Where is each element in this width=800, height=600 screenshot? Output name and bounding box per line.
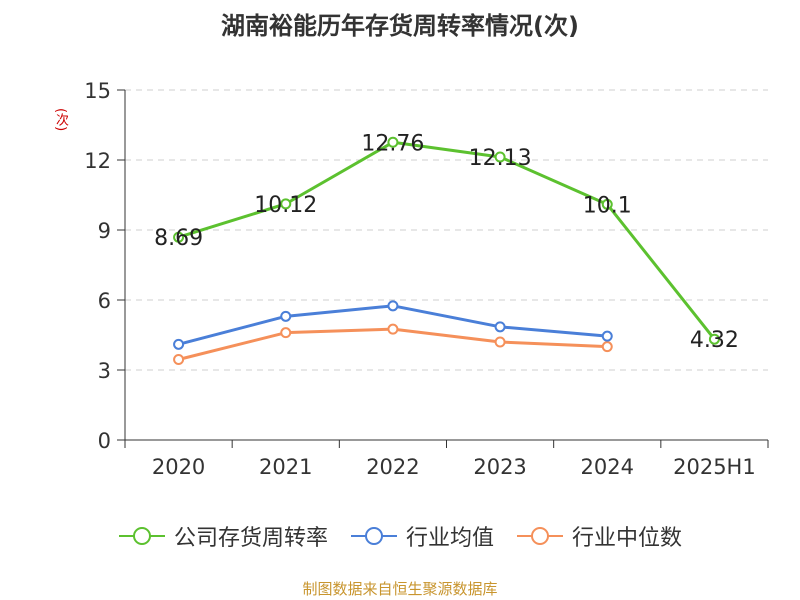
data-point — [173, 354, 185, 365]
data-point — [708, 333, 720, 345]
data-label: 10.12 — [254, 193, 317, 218]
x-tick-label: 2021 — [259, 455, 312, 479]
data-point — [173, 231, 185, 243]
legend-swatch-industry-mean — [350, 527, 397, 545]
data-source-note: 制图数据来自恒生聚源数据库 — [302, 580, 498, 598]
data-point — [601, 330, 613, 342]
x-tick-label: 2020 — [152, 455, 205, 479]
data-point — [387, 136, 399, 148]
data-point — [601, 198, 613, 210]
data-label: 8.69 — [154, 226, 203, 251]
y-tick-label: 12 — [84, 149, 111, 173]
data-point — [601, 341, 613, 353]
x-tick-label: 2024 — [581, 455, 634, 479]
y-tick-label: 9 — [98, 219, 111, 243]
chart-title: 湖南裕能历年存货周转率情况(次) — [221, 12, 579, 40]
data-labels: 8.69 10.12 12.76 12.13 10.1 4.32 — [154, 131, 739, 353]
y-tick-label: 6 — [98, 289, 111, 313]
grid-lines — [125, 89, 768, 371]
axes: 0 3 6 9 12 15 2020 2021 2022 2023 2024 2025H1 — [84, 79, 769, 479]
legend-label-industry-median: 行业中位数 — [572, 526, 683, 551]
data-point — [173, 338, 185, 350]
series-lines — [173, 136, 720, 365]
series-line — [178, 140, 716, 341]
data-point — [387, 300, 399, 312]
data-label: 12.76 — [361, 131, 424, 156]
y-axis-unit: (次) — [53, 108, 68, 132]
data-point — [280, 198, 292, 210]
legend-swatch-company — [118, 527, 165, 545]
y-tick-label: 0 — [98, 429, 111, 453]
legend-swatch-industry-median — [517, 527, 563, 545]
x-tick-label: 2023 — [473, 455, 526, 479]
data-point — [494, 336, 506, 348]
data-label: 10.1 — [583, 193, 632, 218]
x-tick-label: 2022 — [366, 455, 419, 479]
data-point — [494, 321, 506, 333]
y-tick-label: 15 — [84, 79, 111, 103]
legend-item-company[interactable]: 公司存货周转率 — [118, 520, 328, 552]
data-label: 12.13 — [469, 146, 532, 171]
legend-item-industry-mean[interactable]: 行业均值 — [350, 520, 494, 552]
y-tick-label: 3 — [98, 359, 111, 383]
x-tick-label: 2025H1 — [673, 455, 756, 479]
legend-item-industry-median[interactable]: 行业中位数 — [516, 520, 682, 552]
data-label: 4.32 — [690, 328, 739, 353]
legend: 公司存货周转率 行业均值 行业中位数 — [0, 520, 800, 552]
data-point — [494, 151, 506, 163]
data-point — [280, 327, 292, 339]
legend-label-company: 公司存货周转率 — [173, 526, 328, 551]
data-point — [280, 310, 292, 322]
legend-label-industry-mean: 行业均值 — [405, 526, 494, 551]
data-point — [387, 323, 399, 335]
